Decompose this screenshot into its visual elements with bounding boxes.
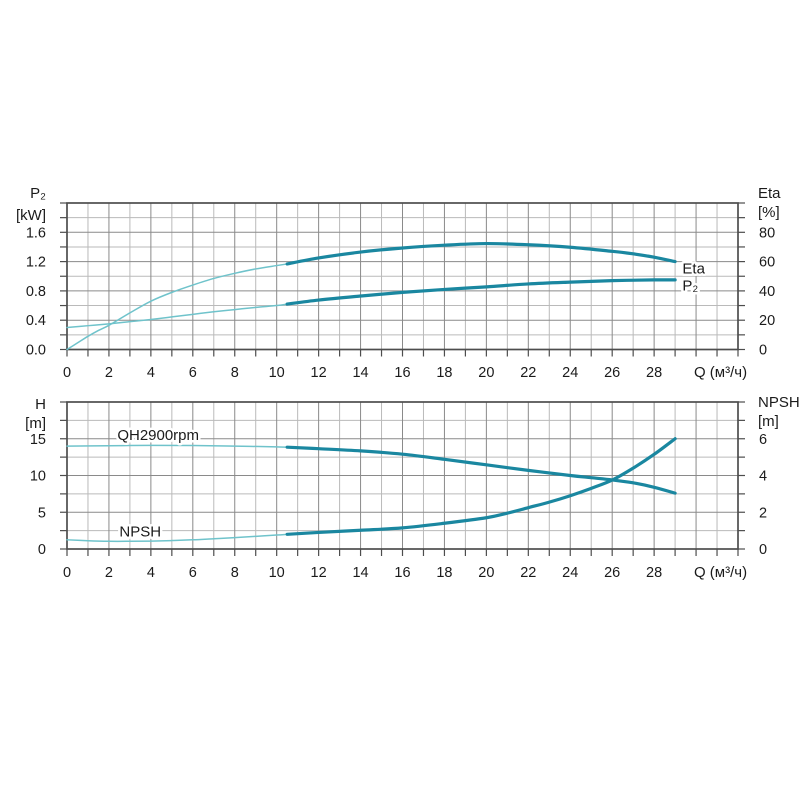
right-axis-unit: [%] <box>758 204 780 221</box>
left-tick-label: 10 <box>30 469 46 485</box>
x-tick-label: 26 <box>604 365 620 381</box>
curve-npsh-thin <box>66 533 288 543</box>
right-tick-label: 4 <box>759 469 767 485</box>
left-tick-label: 15 <box>30 432 46 448</box>
x-tick-label: 4 <box>147 365 155 381</box>
left-axis-unit: [kW] <box>16 207 46 224</box>
right-axis-unit: [m] <box>758 413 779 430</box>
curve-label: NPSH <box>119 523 161 540</box>
x-tick-label: 14 <box>352 365 368 381</box>
head-npsh-chart: 0 2 4 6 8 10 12 14 16 18 20 22 24 26 28 Q (м³/ч)0510150… <box>25 394 800 581</box>
right-tick-label: 0 <box>759 542 767 558</box>
x-tick-label: 22 <box>520 565 536 581</box>
x-tick-label: 22 <box>520 365 536 381</box>
right-tick-label: 0 <box>759 343 767 359</box>
curve-qh2900rpm-thin <box>66 444 288 448</box>
x-tick-label: 28 <box>646 565 662 581</box>
x-axis-title: Q (м³/ч) <box>694 564 747 581</box>
x-tick-label: 12 <box>311 365 327 381</box>
x-tick-label: 26 <box>604 565 620 581</box>
curve-eta-thin <box>66 263 288 351</box>
curve-p₂-thin <box>66 303 288 329</box>
curve-eta <box>285 241 677 266</box>
x-tick-label: 6 <box>189 365 197 381</box>
right-tick-label: 40 <box>759 284 775 300</box>
left-tick-label: 1.2 <box>26 255 46 271</box>
x-tick-label: 18 <box>436 365 452 381</box>
x-tick-label: 24 <box>562 565 578 581</box>
x-tick-label: 8 <box>231 565 239 581</box>
x-tick-label: 10 <box>269 565 285 581</box>
curve-npsh <box>285 437 677 536</box>
curve-label: Eta <box>682 260 705 277</box>
curve-label: QH2900rpm <box>117 427 199 444</box>
x-tick-label: 8 <box>231 365 239 381</box>
grid <box>67 402 738 549</box>
power-efficiency-chart: 0 2 4 6 8 10 12 14 16 18 20 22 24 26 28 Q (м³/ч)0.00.40… <box>16 185 781 381</box>
x-tick-label: 20 <box>478 365 494 381</box>
x-tick-label: 18 <box>436 565 452 581</box>
left-tick-label: 0.8 <box>26 284 46 300</box>
right-tick-label: 6 <box>759 432 767 448</box>
x-tick-label: 24 <box>562 365 578 381</box>
x-tick-label: 4 <box>147 565 155 581</box>
right-axis-title: NPSH <box>758 394 800 411</box>
right-axis-title: Eta <box>758 185 781 202</box>
grid <box>67 203 738 350</box>
left-tick-label: 0 <box>38 542 46 558</box>
x-tick-label: 6 <box>189 565 197 581</box>
curve-label: P₂ <box>682 277 698 294</box>
right-tick-label: 20 <box>759 313 775 329</box>
left-axis-title: H <box>35 396 46 413</box>
x-tick-label: 10 <box>269 365 285 381</box>
x-tick-label: 0 <box>63 365 71 381</box>
x-tick-label: 28 <box>646 365 662 381</box>
left-axis-title: P₂ <box>30 185 46 202</box>
x-tick-label: 16 <box>394 365 410 381</box>
left-tick-label: 5 <box>38 505 46 521</box>
right-tick-label: 60 <box>759 255 775 271</box>
right-tick-label: 2 <box>759 505 767 521</box>
x-tick-label: 14 <box>352 565 368 581</box>
x-axis-title: Q (м³/ч) <box>694 364 747 381</box>
x-tick-label: 2 <box>105 365 113 381</box>
left-tick-label: 0.4 <box>26 313 46 329</box>
x-tick-label: 0 <box>63 565 71 581</box>
axis-ticks <box>60 401 745 556</box>
left-tick-label: 0.0 <box>26 343 46 359</box>
x-tick-label: 16 <box>394 565 410 581</box>
right-tick-label: 80 <box>759 225 775 241</box>
x-tick-label: 20 <box>478 565 494 581</box>
curve-p₂ <box>285 278 677 306</box>
x-tick-label: 12 <box>311 565 327 581</box>
x-tick-label: 2 <box>105 565 113 581</box>
left-tick-label: 1.6 <box>26 225 46 241</box>
left-axis-unit: [m] <box>25 415 46 432</box>
curve-qh2900rpm <box>285 445 677 495</box>
axis-ticks <box>60 202 745 357</box>
